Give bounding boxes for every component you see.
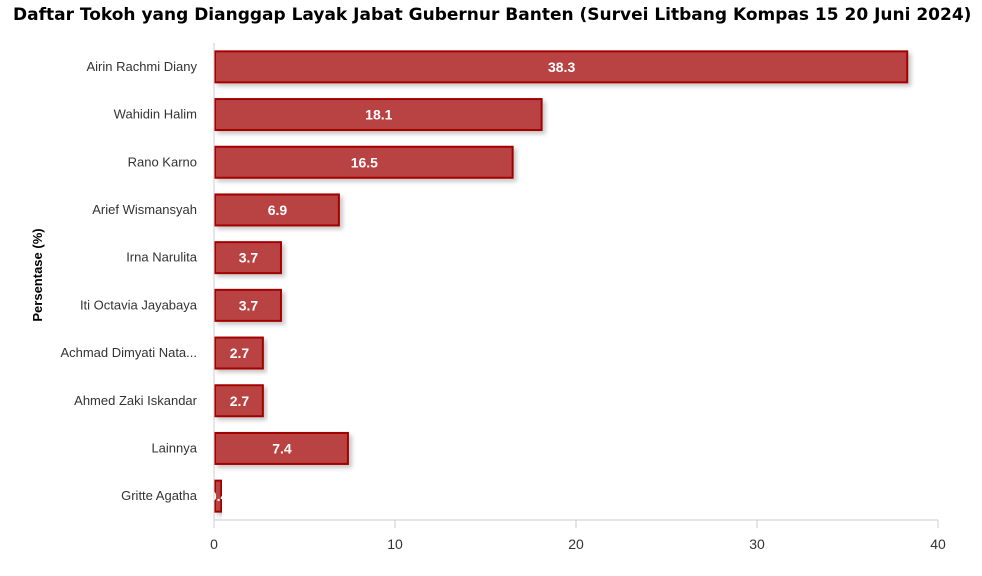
data-label: 6.9 xyxy=(268,202,288,218)
bar-group: 2.7 xyxy=(214,384,264,418)
bar[interactable] xyxy=(214,479,223,513)
x-axis: 0 10 20 30 40 xyxy=(210,43,946,552)
category-label: Arief Wismansyah xyxy=(92,202,197,217)
bar-group: 16.5 xyxy=(214,145,514,179)
category-label: Lainnya xyxy=(151,440,197,455)
bar-group: 6.9 xyxy=(214,193,340,227)
bars-layer: 38.3 18.1 16.5 6.9 3.7 3.7 2.7 2.7 7.4 0.4 xyxy=(209,50,909,513)
category-label: Achmad Dimyati Nata... xyxy=(60,345,197,360)
data-label: 18.1 xyxy=(365,107,392,123)
chart-title: Daftar Tokoh yang Dianggap Layak Jabat G… xyxy=(13,5,972,25)
category-label: Airin Rachmi Diany xyxy=(86,59,197,74)
x-tick-label: 10 xyxy=(387,536,403,552)
category-label: Iti Octavia Jayabaya xyxy=(80,297,198,312)
bar-group: 18.1 xyxy=(214,98,543,132)
category-label: Rano Karno xyxy=(128,154,197,169)
bar-group: 2.7 xyxy=(214,336,264,370)
data-label: 3.7 xyxy=(239,250,259,266)
bar[interactable] xyxy=(214,431,349,465)
bar[interactable] xyxy=(214,336,264,370)
data-label: 16.5 xyxy=(351,154,378,170)
bar-group: 3.7 xyxy=(214,241,282,275)
bar[interactable] xyxy=(214,241,282,275)
data-label: 7.4 xyxy=(272,440,292,456)
bar[interactable] xyxy=(214,145,514,179)
bar[interactable] xyxy=(214,384,264,418)
bar-group: 38.3 xyxy=(214,50,909,84)
y-axis-title: Persentase (%) xyxy=(30,228,45,321)
bar-group: 0.4 xyxy=(209,479,229,513)
data-label: 3.7 xyxy=(239,297,259,313)
data-label: 2.7 xyxy=(230,393,250,409)
x-tick-label: 0 xyxy=(210,536,218,552)
bar[interactable] xyxy=(214,288,282,322)
data-label: 0.4 xyxy=(209,488,229,504)
x-tick-label: 40 xyxy=(930,536,946,552)
bar[interactable] xyxy=(214,50,909,84)
category-label: Ahmed Zaki Iskandar xyxy=(74,393,198,408)
data-label: 2.7 xyxy=(230,345,250,361)
x-tick-label: 30 xyxy=(749,536,765,552)
category-label: Wahidin Halim xyxy=(114,107,197,122)
category-labels: Airin Rachmi Diany Wahidin Halim Rano Karn… xyxy=(60,59,197,503)
category-label: Gritte Agatha xyxy=(121,488,198,503)
bar-group: 3.7 xyxy=(214,288,282,322)
bar[interactable] xyxy=(214,98,543,132)
bar-group: 7.4 xyxy=(214,431,349,465)
data-label: 38.3 xyxy=(548,59,575,75)
category-label: Irna Narulita xyxy=(126,250,198,265)
bar[interactable] xyxy=(214,193,340,227)
x-tick-label: 20 xyxy=(568,536,584,552)
